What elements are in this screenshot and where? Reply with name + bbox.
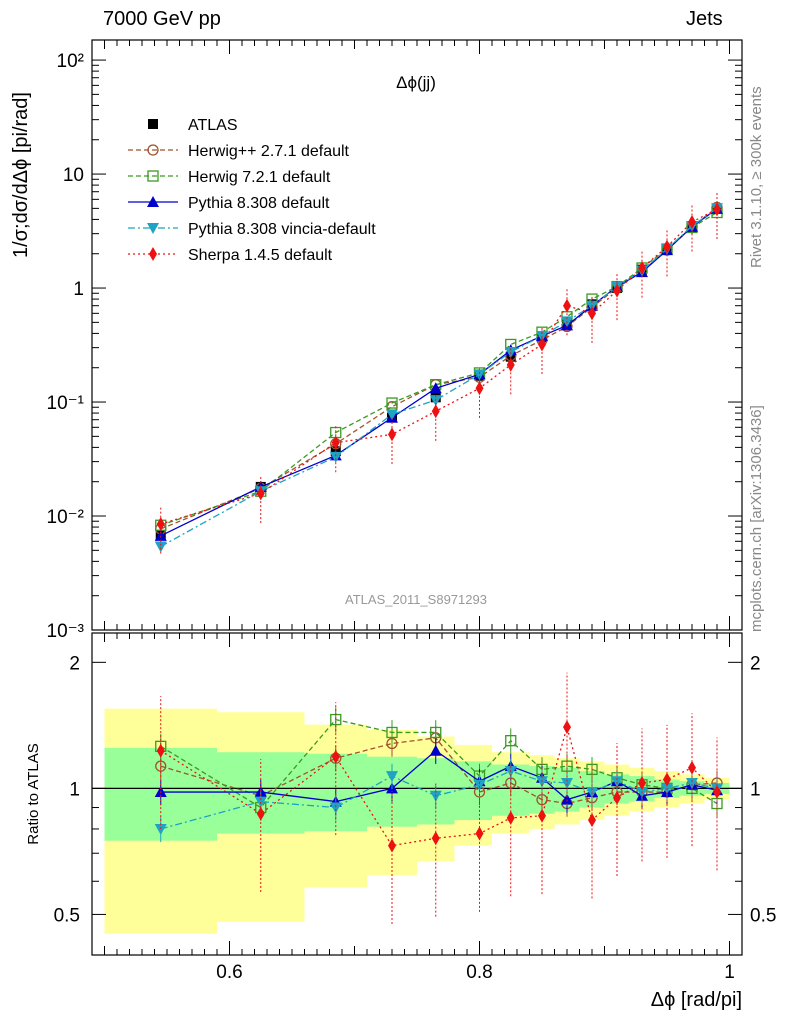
ratio-data-point	[713, 785, 721, 800]
ratio-series-line	[160, 718, 718, 809]
data-point	[638, 260, 646, 275]
ratio-data-point	[154, 823, 167, 835]
main-series-5	[156, 190, 721, 554]
ratio-series-4	[156, 672, 721, 924]
data-point	[388, 427, 396, 442]
main-y-tick-label: 10²	[57, 51, 84, 72]
ratio-y-tick-label-left: 1	[69, 779, 80, 800]
x-tick-label: 0.8	[466, 962, 492, 983]
main-y-tick-label: 10⁻²	[47, 507, 85, 528]
data-point	[156, 517, 165, 532]
main-y-tick-label: 1	[73, 279, 84, 300]
beam-label: 7000 GeV pp	[103, 8, 221, 30]
ratio-series-line	[160, 770, 718, 830]
data-point	[563, 298, 571, 313]
ratio-inner-band	[454, 761, 492, 821]
data-point	[588, 306, 596, 321]
data-point	[475, 381, 484, 396]
legend-marker	[147, 196, 159, 207]
main-y-tick-label: 10	[63, 165, 84, 186]
data-point	[506, 357, 515, 372]
main-y-ticks	[92, 59, 742, 631]
legend: ATLAS Herwig++ 2.7.1 default Herwig 7.2.1 …	[128, 117, 376, 264]
ratio-data-point	[329, 802, 342, 814]
ratio-data-point	[256, 806, 265, 821]
data-point	[429, 382, 442, 394]
plot-title: Δϕ(jj)	[396, 73, 436, 92]
ratio-data-point	[561, 777, 573, 789]
x-tick-label: 0.6	[216, 962, 242, 983]
ratio-data-point	[688, 760, 696, 775]
ratio-y-axis-title: Ratio to ATLAS	[25, 743, 42, 844]
data-point	[154, 529, 167, 541]
ratio-data-point	[505, 735, 517, 747]
legend-label: Sherpa 1.4.5 default	[188, 247, 333, 264]
data-point	[386, 397, 398, 409]
ratio-data-point	[473, 779, 486, 791]
data-point	[713, 202, 721, 217]
legend-label: Pythia 8.308 default	[188, 195, 330, 212]
ratio-data-point	[429, 744, 442, 756]
ratio-data-point	[613, 790, 621, 805]
ratio-data-point	[506, 810, 515, 825]
data-point	[663, 239, 671, 254]
legend-label: Herwig++ 2.7.1 default	[188, 143, 350, 160]
legend-marker	[147, 223, 159, 234]
ratio-data-point	[331, 749, 340, 764]
main-y-tick-label: 10⁻³	[47, 621, 85, 642]
ratio-data-point	[475, 826, 484, 841]
data-point	[613, 283, 621, 298]
legend-marker	[148, 119, 158, 129]
ratio-uncertainty-bands	[104, 708, 730, 934]
x-axis-title: Δϕ [rad/pi]	[651, 989, 742, 1011]
ratio-data-point	[386, 726, 398, 739]
legend-marker	[147, 144, 159, 156]
ratio-data-point	[638, 775, 646, 790]
legend-marker	[149, 247, 157, 261]
legend-marker	[147, 170, 159, 182]
ratio-y-tick-label-left: 2	[69, 653, 80, 674]
main-y-tick-label: 10⁻¹	[47, 393, 85, 414]
ratio-y-tick-label-right: 1	[750, 779, 761, 800]
data-point	[431, 404, 440, 419]
ratio-y-ticks	[92, 661, 742, 915]
data-point	[473, 369, 486, 381]
ratio-y-tick-label-right: 2	[750, 653, 761, 674]
legend-label: Pythia 8.308 vincia-default	[188, 221, 376, 238]
ratio-y-tick-label-left: 0.5	[54, 905, 80, 926]
ratio-data-point	[563, 720, 571, 735]
ratio-data-point	[538, 808, 546, 823]
ratio-y-tick-label-right: 0.5	[750, 905, 776, 926]
ratio-data-point	[663, 772, 671, 787]
analysis-label: ATLAS_2011_S8971293	[345, 592, 487, 607]
ratio-data-point	[431, 831, 440, 846]
data-point	[256, 486, 265, 501]
ratio-data-point	[561, 793, 573, 805]
data-point	[538, 337, 546, 352]
data-point	[331, 435, 340, 450]
data-point	[688, 214, 696, 229]
ratio-data-point	[430, 726, 442, 739]
ratio-data-point	[588, 813, 596, 828]
data-point	[154, 541, 167, 553]
ratio-data-point	[388, 838, 396, 853]
legend-label: Herwig 7.2.1 default	[188, 169, 331, 186]
ratio-data-point	[386, 771, 398, 783]
ratio-data-point	[686, 777, 698, 789]
x-ticks	[104, 40, 743, 955]
legend-label: ATLAS	[188, 117, 238, 134]
data-point	[386, 409, 398, 421]
process-label: Jets	[686, 8, 723, 30]
ratio-data-point	[156, 743, 165, 758]
ratio-data-point	[611, 776, 623, 788]
data-point	[329, 451, 342, 463]
x-tick-label: 1	[724, 962, 735, 983]
